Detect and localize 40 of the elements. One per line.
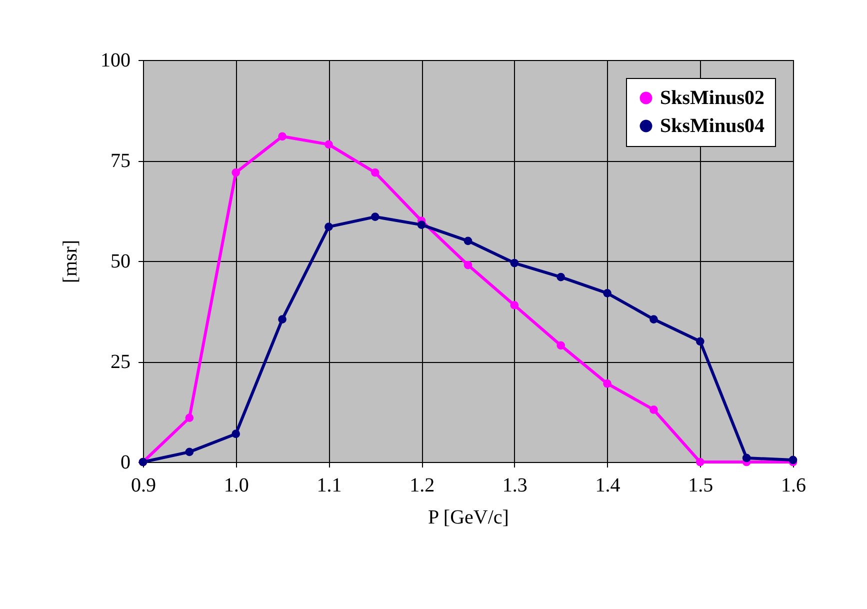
point <box>464 260 472 270</box>
x-tick-label: 1.6 <box>781 474 806 496</box>
point <box>370 212 380 221</box>
point <box>742 454 751 462</box>
point <box>324 140 333 149</box>
point <box>278 315 286 324</box>
y-tick-label: 100 <box>100 50 130 72</box>
point <box>603 379 612 388</box>
point <box>510 301 519 310</box>
point <box>278 132 286 141</box>
point <box>696 337 704 346</box>
point <box>556 272 566 282</box>
point <box>232 430 240 438</box>
point <box>185 414 194 422</box>
y-tick-label: 25 <box>110 351 130 373</box>
x-tick-label: 1.2 <box>410 474 435 496</box>
x-tick-label: 1.3 <box>502 474 528 496</box>
point <box>185 448 194 456</box>
y-tick-label: 50 <box>110 250 130 272</box>
point <box>650 315 658 324</box>
point <box>650 406 658 414</box>
x-tick-label: 1.4 <box>595 474 620 496</box>
point <box>370 168 380 177</box>
x-tick-label: 1.0 <box>224 474 249 496</box>
point <box>510 258 519 268</box>
x-tick-label: 1.1 <box>316 474 342 496</box>
y-tick-label: 75 <box>110 150 130 172</box>
x-tick-label: 1.5 <box>688 474 714 496</box>
legend-label: SksMinus02 <box>660 87 764 109</box>
point <box>556 341 566 350</box>
legend-label: SksMinus04 <box>660 115 764 137</box>
x-axis-title: P [GeV/c] <box>428 506 509 528</box>
y-axis-title: [msr] <box>60 240 82 284</box>
point <box>417 220 426 229</box>
point <box>464 236 472 246</box>
x-tick-label: 0.9 <box>131 474 156 496</box>
y-tick-label: 0 <box>120 452 130 474</box>
point <box>232 168 240 177</box>
point <box>324 222 333 232</box>
point <box>603 288 612 298</box>
